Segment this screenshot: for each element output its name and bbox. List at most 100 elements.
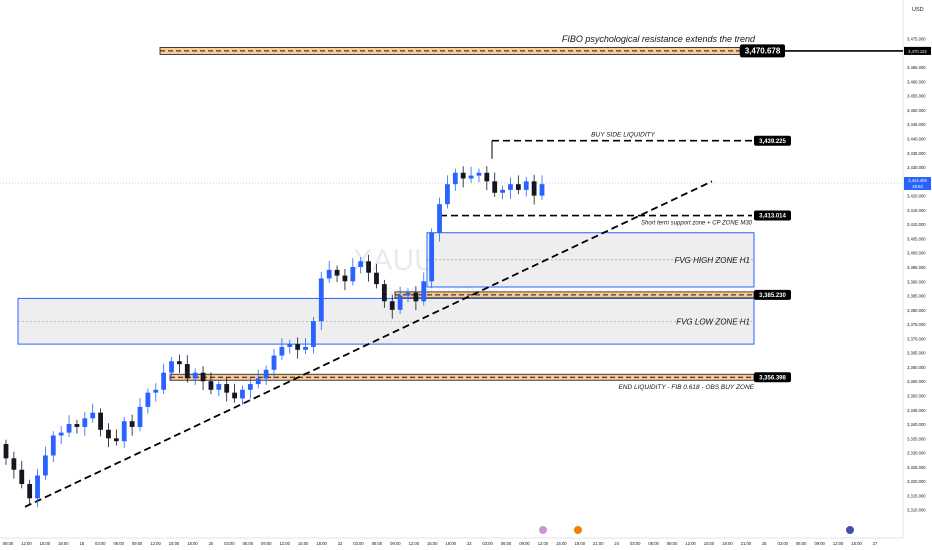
x-tick-label: 06:00 [796, 541, 807, 546]
candle-body [531, 181, 537, 196]
flag-event-icon[interactable] [845, 525, 855, 535]
candle-body [224, 384, 230, 393]
current-price-value: 3,424.405 [908, 178, 927, 183]
candle-body [413, 292, 419, 302]
candle-body [11, 458, 17, 470]
x-tick-label: 18:00 [58, 541, 69, 546]
candle-body [240, 389, 245, 399]
x-tick-label: 06:00 [372, 541, 383, 546]
y-tick-label: 3,465.000 [907, 65, 926, 70]
x-tick-label: 24 [614, 541, 619, 546]
x-tick-label: 09:00 [261, 541, 272, 546]
candle-body [153, 389, 159, 393]
current-price-tag-bg [904, 177, 931, 191]
y-tick-label: 3,375.000 [907, 322, 926, 327]
candle-body [476, 172, 482, 176]
candle-body [161, 372, 167, 390]
x-tick-label: 15:00 [40, 541, 51, 546]
x-tick-label: 20 [209, 541, 214, 546]
x-tick-label: 06:00 [243, 541, 254, 546]
candle-body [50, 435, 56, 456]
candle-body [421, 281, 427, 302]
candle-body [255, 378, 261, 385]
candle-body [374, 272, 379, 285]
x-tick-label: 25 [762, 541, 767, 546]
x-tick-label: 03:00 [353, 541, 364, 546]
candle-body [90, 412, 96, 419]
candle-body [129, 421, 135, 427]
candle-body [192, 372, 198, 379]
candle-body [508, 184, 513, 190]
x-tick-label: 18:00 [575, 541, 586, 546]
y-tick-label: 3,475.000 [907, 37, 926, 42]
support-price-tag-bg [754, 210, 791, 221]
candle-body [200, 372, 206, 382]
y-tick-label: 3,445.000 [907, 122, 926, 127]
candle-body [311, 321, 316, 347]
x-tick-label: 21:00 [593, 541, 604, 546]
x-tick-label: 09:00 [814, 541, 825, 546]
support-zone-label: Short term support zone + CP ZONE M30 [641, 221, 753, 227]
candle-body [106, 429, 111, 439]
candle-body [184, 364, 190, 379]
x-tick-label: 12:00 [279, 541, 290, 546]
x-tick-label: 18:00 [851, 541, 862, 546]
fvg-zone-label: FVG HIGH ZONE H1 [674, 256, 750, 265]
candle-body [27, 484, 33, 499]
axis-resistance-tag: 3,470.122 [908, 49, 927, 54]
support-price-tag: 3,413.014 [759, 214, 786, 220]
candle-body [405, 292, 411, 296]
candle-body [515, 184, 521, 190]
x-tick-label: 09:00 [3, 541, 14, 546]
y-tick-label: 3,325.000 [907, 465, 926, 470]
candle-body [208, 381, 214, 390]
y-tick-label: 3,415.000 [907, 208, 926, 213]
buy-side-price-tag: 3,439.225 [759, 139, 786, 145]
candle-body [452, 172, 458, 185]
x-tick-label: 03:00 [630, 541, 641, 546]
candle-body [334, 269, 340, 276]
fvg-price-tag: 3,385.230 [759, 293, 786, 299]
y-tick-label: 3,340.000 [907, 422, 926, 427]
x-tick-label: 12:00 [833, 541, 844, 546]
y-tick-label: 3,330.000 [907, 451, 926, 456]
candle-body [500, 189, 505, 193]
axis-resistance-tag-bg [904, 46, 931, 55]
currency-label: USD [912, 7, 924, 13]
x-tick-label: 06:00 [113, 541, 124, 546]
x-tick-label: 12:00 [685, 541, 696, 546]
x-tick-label: 15:00 [169, 541, 180, 546]
candle-body [98, 412, 103, 430]
candle-body [177, 361, 182, 365]
candle-body [350, 267, 356, 282]
candle-body [366, 261, 371, 273]
y-tick-label: 3,335.000 [907, 436, 926, 441]
buy-side-liquidity-label: BUY SIDE LIQUIDITY [591, 132, 655, 139]
x-tick-label: 18:00 [187, 541, 198, 546]
y-tick-label: 3,450.000 [907, 108, 926, 113]
x-tick-label: 15:00 [556, 541, 567, 546]
x-tick-label: 18:00 [445, 541, 456, 546]
flag-event-icon[interactable] [573, 525, 583, 535]
x-tick-label: 12:00 [538, 541, 549, 546]
price-axis[interactable] [903, 0, 932, 538]
end-liquidity-price-tag-bg [754, 372, 791, 383]
x-tick-label: 12:00 [21, 541, 32, 546]
buy-side-price-tag-bg [754, 135, 791, 146]
event-icon[interactable] [538, 525, 548, 535]
x-tick-label: 27 [873, 541, 878, 546]
y-tick-label: 3,310.000 [907, 508, 926, 513]
x-tick-label: 06:00 [648, 541, 659, 546]
y-tick-label: 3,350.000 [907, 394, 926, 399]
end-liquidity-label: END LIQUIDITY - FIB 0.618 - OBS BUY ZONE [618, 384, 754, 391]
x-tick-label: 03:00 [224, 541, 235, 546]
ascending-trendline [24, 180, 713, 508]
candle-body [74, 424, 80, 427]
candle-body [381, 284, 387, 302]
x-tick-label: 06:00 [501, 541, 512, 546]
x-tick-label: 15:00 [427, 541, 438, 546]
candle-body [113, 438, 119, 442]
candle-body [492, 181, 498, 193]
candle-body [216, 384, 222, 390]
